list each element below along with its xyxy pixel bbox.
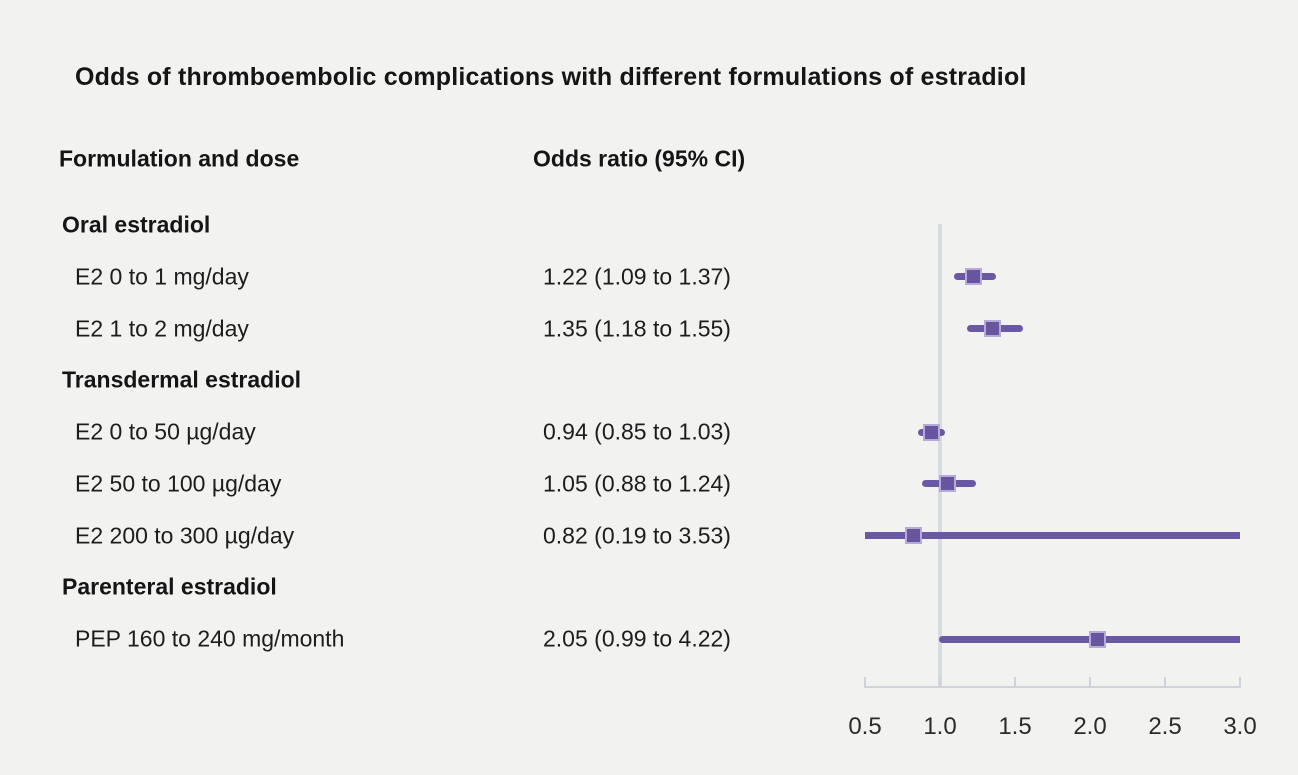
reference-line [938,224,942,688]
point-estimate-marker [984,320,1001,337]
point-estimate-marker [922,423,940,441]
axis-tick-label: 3.0 [1223,713,1257,740]
or-value: 0.82 (0.19 to 3.53) [543,522,731,548]
group-label: Transdermal estradiol [62,366,302,393]
column-header-odds-ratio: Odds ratio (95% CI) [533,145,746,172]
axis-tick [1089,677,1091,687]
or-value: 0.94 (0.85 to 1.03) [543,418,731,445]
axis-tick [864,677,866,687]
row-label: E2 0 to 50 µg/day [75,418,256,445]
row-label: E2 1 to 2 mg/day [75,315,249,341]
axis-tick-label: 0.5 [848,713,882,740]
row-label: E2 200 to 300 µg/day [75,522,295,548]
or-value: 1.35 (1.18 to 1.55) [543,315,731,341]
row-label: E2 50 to 100 µg/day [75,470,282,497]
axis-tick-label: 1.5 [998,713,1032,740]
point-estimate-marker [1089,630,1106,648]
or-value: 1.05 (0.88 to 1.24) [543,470,731,497]
axis-tick [1014,677,1016,687]
ci-bar [865,532,1240,539]
point-estimate-marker [939,475,956,493]
axis-tick-label: 2.5 [1148,713,1182,740]
axis-tick [1164,677,1166,687]
axis-tick-label: 1.0 [923,713,957,740]
group-label: Parenteral estradiol [62,573,277,600]
point-estimate-marker [904,527,922,544]
row-label: PEP 160 to 240 mg/month [75,625,345,652]
point-estimate-marker [964,268,982,286]
chart-title: Odds of thromboembolic complications wit… [75,63,1027,91]
row-label: E2 0 to 1 mg/day [75,263,249,290]
axis-tick [1239,677,1241,687]
group-label: Oral estradiol [62,211,211,238]
axis-tick-label: 2.0 [1073,713,1107,740]
x-axis-line [864,686,1241,688]
axis-tick [939,677,941,687]
or-value: 1.22 (1.09 to 1.37) [543,263,731,290]
column-header-formulation: Formulation and dose [59,145,300,172]
or-value: 2.05 (0.99 to 4.22) [543,625,731,652]
